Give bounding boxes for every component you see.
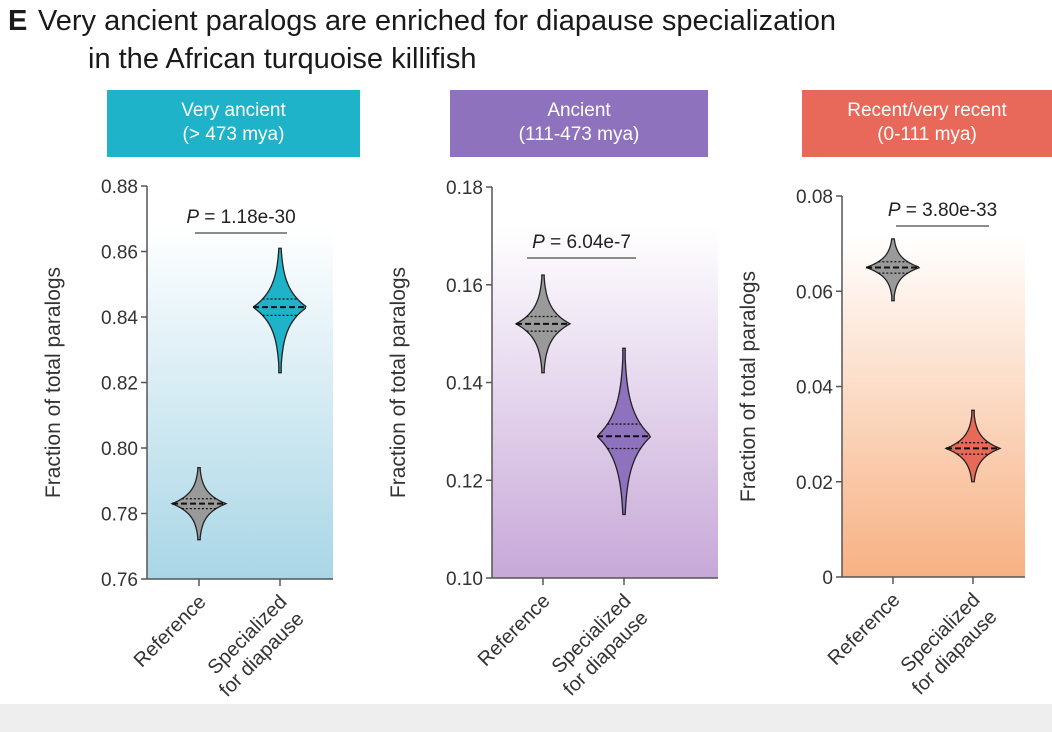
y-tick-label: 0.14	[446, 374, 483, 395]
panel-3: Recent/very recent (0-111 mya) 0 0.02 0.04 0.…	[737, 90, 1052, 699]
category-header-label: (111-473 mya)	[519, 124, 640, 145]
category-header	[802, 90, 1052, 157]
violin-body	[944, 409, 1002, 483]
y-tick-label: 0.88	[101, 177, 138, 198]
violin-body	[596, 347, 652, 516]
y-tick-label: 0.18	[446, 178, 483, 199]
y-tick-label: 0.06	[796, 282, 833, 303]
p-value-text: = 1.18e-30	[199, 207, 296, 228]
violin	[253, 247, 307, 374]
violin	[596, 347, 652, 516]
p-symbol: P	[888, 200, 901, 221]
violin	[865, 238, 921, 302]
figure-title-line2: in the African turquoise killifish	[88, 43, 476, 75]
category-header-label: Recent/very recent	[847, 100, 1007, 121]
violin	[944, 409, 1002, 483]
plot-background	[147, 226, 333, 579]
p-symbol: P	[186, 207, 199, 228]
violin	[514, 274, 572, 374]
panel-1: Very ancient (> 473 mya) 0.76 0.78 0.80 0.82 0…	[42, 90, 360, 701]
bottom-bar	[0, 704, 1052, 732]
category-header-label: Ancient	[547, 100, 611, 121]
y-tick-label: 0.04	[796, 378, 833, 399]
x-tick-label: Reference	[474, 590, 555, 671]
category-header-label: (0-111 mya)	[877, 124, 977, 145]
x-tick-label: Specializedfor diapause	[542, 590, 652, 700]
x-tick-label-line: Reference	[130, 591, 211, 672]
y-tick-label: 0.84	[101, 308, 138, 329]
violin-body	[253, 247, 307, 374]
y-tick-label: 0.08	[796, 187, 833, 208]
y-tick-label: 0.12	[446, 471, 483, 492]
x-tick-label: Specializedfor diapause	[198, 591, 308, 701]
plot-background	[492, 227, 718, 578]
y-tick-label: 0	[822, 568, 833, 589]
panel-letter: E	[8, 5, 27, 37]
p-symbol: P	[532, 232, 545, 253]
y-tick-label: 0.80	[101, 439, 138, 460]
y-tick-label: 0.76	[101, 570, 138, 591]
category-header-label: (> 473 mya)	[183, 124, 285, 145]
y-axis-label: Fraction of total paralogs	[42, 267, 65, 498]
y-axis-label: Fraction of total paralogs	[737, 271, 760, 502]
figure-title-line1: Very ancient paralogs are enriched for d…	[38, 5, 836, 37]
plot-background	[842, 236, 1025, 577]
category-header	[450, 90, 708, 157]
category-header-label: Very ancient	[181, 100, 286, 121]
y-tick-label: 0.78	[101, 505, 138, 526]
p-value: P = 1.18e-30	[186, 207, 295, 228]
p-value: P = 3.80e-33	[888, 200, 997, 221]
p-value-text: = 3.80e-33	[901, 200, 998, 221]
x-tick-label: Specializedfor diapause	[891, 589, 1001, 699]
y-tick-label: 0.02	[796, 473, 833, 494]
x-tick-label-line: Reference	[474, 590, 555, 671]
y-tick-label: 0.10	[446, 569, 483, 590]
violin	[170, 467, 228, 541]
violin-body	[865, 238, 921, 302]
y-tick-label: 0.86	[101, 243, 138, 264]
y-tick-label: 0.16	[446, 276, 483, 297]
y-tick-label: 0.82	[101, 374, 138, 395]
x-tick-label: Reference	[824, 589, 905, 670]
category-header	[107, 90, 360, 157]
x-tick-label-line: Reference	[824, 589, 905, 670]
p-value-text: = 6.04e-7	[545, 232, 631, 253]
x-tick-label: Reference	[130, 591, 211, 672]
p-value: P = 6.04e-7	[532, 232, 631, 253]
y-axis-label: Fraction of total paralogs	[387, 267, 410, 498]
panel-2: Ancient (111-473 mya) 0.10 0.12 0.14 0.16 0.18…	[387, 90, 718, 700]
